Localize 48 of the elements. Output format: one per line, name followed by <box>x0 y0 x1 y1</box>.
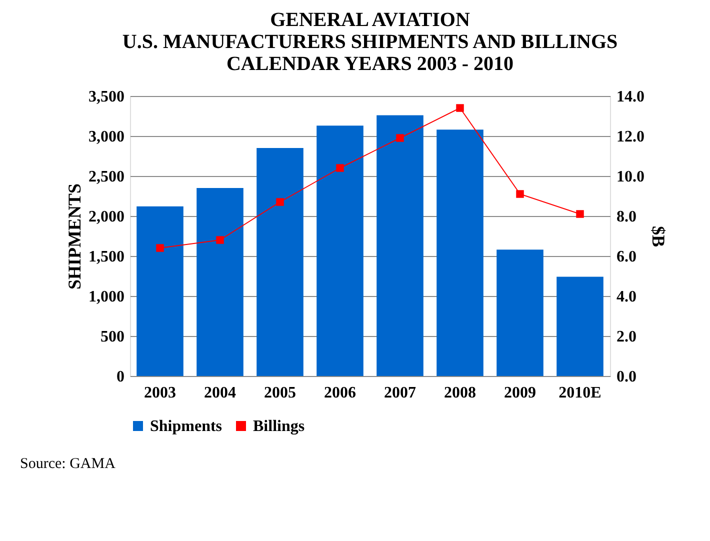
point <box>456 104 464 112</box>
x-tick-label: 2004 <box>204 384 236 402</box>
y2-tick-label: 2.0 <box>616 328 636 346</box>
text: CALENDAR YEARS 2003 - 2010 <box>226 53 514 75</box>
bar <box>256 148 304 376</box>
text: U.S. MANUFACTURERS SHIPMENTS AND BILLINGS <box>122 31 618 53</box>
x-tick-label: 2007 <box>384 384 416 402</box>
point <box>336 164 344 172</box>
source-note: Source: GAMA <box>20 456 116 472</box>
y2-tick-label: 12.0 <box>616 128 644 146</box>
x-tick-label: 2008 <box>444 384 476 402</box>
bar <box>136 206 184 376</box>
point <box>576 210 584 218</box>
bar <box>376 115 424 376</box>
x-tick-label: 2010E <box>558 384 602 402</box>
x-tick-label: 2003 <box>144 384 176 402</box>
bar <box>496 250 544 376</box>
y2-axis-title: $B <box>648 226 668 248</box>
y2-tick-label: 4.0 <box>616 288 636 306</box>
legend-label: Shipments <box>150 418 222 435</box>
bar <box>436 130 484 376</box>
x-tick-label: 2006 <box>324 384 356 402</box>
x-tick-label: 2005 <box>264 384 296 402</box>
text: GENERAL AVIATION <box>270 9 470 31</box>
x-tick-label: 2009 <box>504 384 536 402</box>
point <box>276 198 284 206</box>
y-tick-label: 2,500 <box>88 168 124 186</box>
y2-tick-label: 8.0 <box>616 208 636 226</box>
bar <box>196 188 244 376</box>
y-axis-title: SHIPMENTS <box>64 183 84 290</box>
y-tick-label: 0 <box>116 368 124 386</box>
y2-tick-label: 0.0 <box>616 368 636 386</box>
y-tick-label: 1,000 <box>88 288 124 306</box>
y-tick-label: 1,500 <box>88 248 124 266</box>
point <box>516 190 524 198</box>
y2-tick-label: 10.0 <box>616 168 644 186</box>
y-tick-label: 500 <box>100 328 124 346</box>
y-tick-label: 3,500 <box>88 88 124 106</box>
y-tick-label: 2,000 <box>88 208 124 226</box>
point <box>156 244 164 252</box>
point <box>216 236 224 244</box>
y2-tick-label: 6.0 <box>616 248 636 266</box>
point <box>396 134 404 142</box>
legend-label: Billings <box>253 418 305 435</box>
bar <box>556 276 604 376</box>
y2-tick-label: 14.0 <box>616 88 644 106</box>
bar <box>316 126 364 376</box>
y-tick-label: 3,000 <box>88 128 124 146</box>
